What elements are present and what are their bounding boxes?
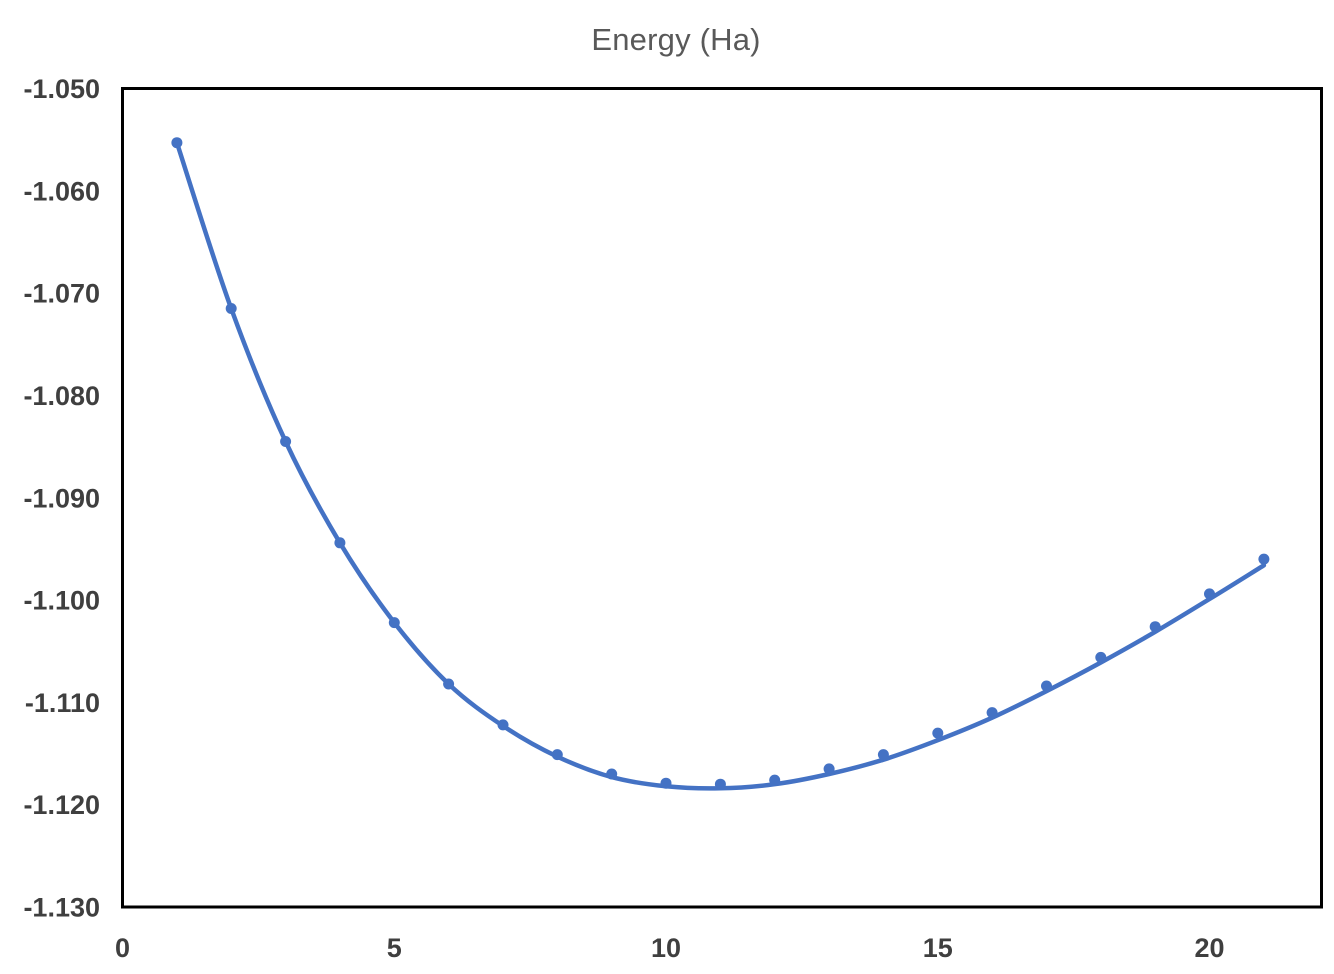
y-axis-tick-label: -1.060 bbox=[23, 176, 100, 206]
data-point bbox=[1149, 621, 1161, 633]
chart-title: Energy (Ha) bbox=[591, 22, 761, 57]
data-point bbox=[388, 617, 400, 629]
y-axis-tick-label: -1.120 bbox=[23, 790, 100, 820]
x-axis-tick-label: 5 bbox=[387, 933, 402, 963]
data-point bbox=[1095, 651, 1107, 663]
data-point bbox=[877, 749, 889, 761]
x-axis-tick-label: 10 bbox=[651, 933, 681, 963]
y-axis-tick-label: -1.090 bbox=[23, 483, 100, 513]
x-axis-tick-label: 0 bbox=[115, 933, 130, 963]
data-point bbox=[1041, 680, 1052, 692]
plot-border bbox=[121, 87, 1323, 909]
x-axis-tick-label: 15 bbox=[923, 933, 953, 963]
data-point bbox=[606, 768, 618, 780]
data-point bbox=[714, 778, 726, 790]
data-point bbox=[823, 763, 835, 775]
data-point bbox=[660, 777, 672, 789]
trend-line bbox=[174, 140, 1267, 791]
y-axis-tick-label: -1.130 bbox=[23, 893, 100, 923]
y-axis-tick-label: -1.050 bbox=[23, 74, 100, 104]
data-point bbox=[334, 537, 346, 549]
x-axis-tick-label: 20 bbox=[1195, 933, 1225, 963]
data-point bbox=[1204, 588, 1215, 600]
y-axis-tick-label: -1.080 bbox=[23, 381, 100, 411]
data-point bbox=[769, 774, 781, 786]
data-point bbox=[280, 436, 292, 447]
data-point bbox=[171, 137, 183, 149]
y-axis-tick-label: -1.100 bbox=[23, 586, 100, 616]
data-point bbox=[497, 719, 509, 731]
data-point bbox=[932, 727, 944, 739]
data-point bbox=[986, 707, 998, 719]
data-point bbox=[443, 678, 455, 690]
data-point bbox=[1258, 553, 1270, 565]
data-point bbox=[225, 303, 237, 314]
data-point bbox=[551, 749, 563, 761]
y-axis-tick-label: -1.110 bbox=[25, 688, 100, 718]
y-axis-tick-label: -1.070 bbox=[23, 279, 100, 309]
